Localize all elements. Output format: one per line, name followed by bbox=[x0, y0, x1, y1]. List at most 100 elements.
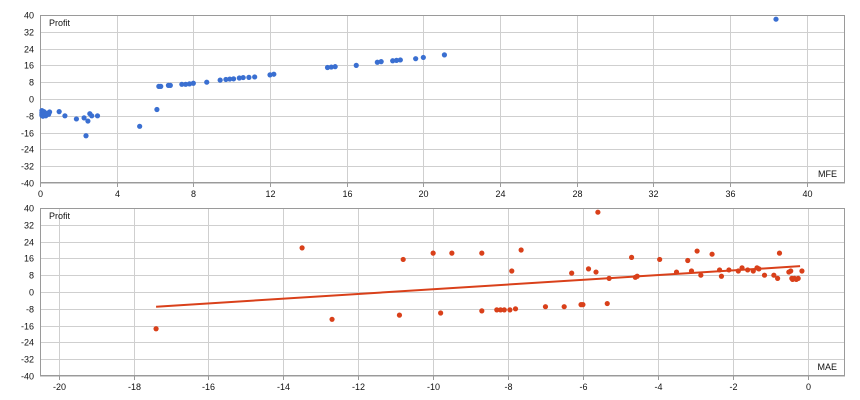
mae-data-point bbox=[750, 268, 756, 274]
mae-x-tick-label: -12 bbox=[352, 382, 365, 392]
mae-data-point bbox=[494, 307, 500, 313]
mae-y-tick-label: 24 bbox=[24, 238, 34, 248]
mfe-y-tick-label: -24 bbox=[21, 145, 34, 155]
mfe-data-point bbox=[413, 56, 419, 62]
mfe-x-tick-label: 8 bbox=[191, 189, 196, 199]
mfe-data-point bbox=[217, 77, 223, 83]
mae-x-tick-label: -14 bbox=[277, 382, 290, 392]
mae-x-axis-title: MAE bbox=[817, 362, 837, 372]
mae-data-point bbox=[449, 250, 455, 256]
mfe-data-point bbox=[324, 64, 331, 71]
mfe-y-tick-label: -40 bbox=[21, 179, 34, 189]
mae-data-point bbox=[709, 251, 715, 257]
mae-data-point bbox=[542, 304, 549, 310]
mae-data-point bbox=[795, 275, 801, 281]
mfe-data-point bbox=[81, 115, 87, 121]
mfe-data-point bbox=[186, 81, 193, 87]
mfe-data-point bbox=[328, 64, 334, 70]
mae-y-tick-label: 32 bbox=[24, 221, 34, 231]
mfe-data-point bbox=[773, 16, 779, 22]
mfe-data-point bbox=[236, 75, 242, 81]
mfe-data-point bbox=[154, 106, 160, 113]
mfe-x-tick-label: 36 bbox=[725, 189, 735, 199]
mfe-x-tick-label: 0 bbox=[38, 189, 43, 199]
mae-plot-frame bbox=[40, 208, 845, 376]
mae-data-point bbox=[585, 266, 592, 272]
mfe-data-point bbox=[390, 58, 396, 64]
mae-y-tick-label: -24 bbox=[21, 338, 34, 348]
mfe-y-tick-label: 40 bbox=[24, 11, 34, 21]
mfe-data-point bbox=[137, 123, 143, 129]
mae-y-tick-label: 16 bbox=[24, 254, 34, 264]
mae-data-point bbox=[761, 272, 768, 278]
mae-data-point bbox=[497, 307, 504, 313]
mae-data-point bbox=[726, 267, 732, 273]
mfe-chart: 40 32 24 16 8 0 -8 -16 -24 -32 -40 0 4 8 12 16 20 24 28 32 3… bbox=[21, 11, 845, 199]
mae-y-axis-title: Profit bbox=[49, 211, 71, 221]
mfe-data-point bbox=[230, 76, 237, 82]
mae-x-tick-label: -2 bbox=[729, 382, 737, 392]
mae-data-point bbox=[604, 300, 610, 307]
mfe-data-point bbox=[332, 64, 338, 70]
mae-data-point bbox=[593, 269, 599, 275]
mae-y-tick-label: -40 bbox=[21, 372, 34, 382]
mae-data-point bbox=[718, 273, 725, 279]
mae-data-point bbox=[561, 304, 567, 310]
mfe-data-point bbox=[46, 109, 53, 115]
mae-x-tick-label: -18 bbox=[128, 382, 141, 392]
mae-data-point bbox=[606, 275, 612, 281]
mae-data-point bbox=[396, 312, 403, 318]
mfe-data-point bbox=[441, 52, 448, 58]
mae-data-point bbox=[739, 265, 745, 271]
mfe-y-tick-label: -8 bbox=[26, 112, 34, 122]
mae-data-point bbox=[673, 269, 680, 275]
mfe-y-axis-title: Profit bbox=[49, 18, 71, 28]
mae-data-point bbox=[694, 248, 700, 254]
mae-x-tick-label: -10 bbox=[427, 382, 440, 392]
mae-data-point bbox=[685, 257, 691, 264]
mae-data-point bbox=[569, 270, 575, 276]
mae-data-point bbox=[788, 268, 794, 274]
mfe-data-point bbox=[271, 71, 277, 77]
mae-data-point bbox=[628, 254, 635, 260]
mfe-data-point bbox=[89, 113, 95, 119]
mfe-data-point bbox=[158, 83, 164, 89]
mfe-data-point bbox=[252, 74, 258, 80]
mfe-data-point bbox=[353, 62, 359, 68]
mfe-y-tick-label: 32 bbox=[24, 28, 34, 38]
mfe-data-point bbox=[378, 59, 384, 65]
mfe-data-point bbox=[190, 80, 196, 86]
mae-data-point bbox=[509, 268, 515, 274]
mae-data-point bbox=[299, 245, 305, 251]
mae-data-point bbox=[698, 272, 704, 278]
mfe-data-point bbox=[420, 54, 426, 61]
mae-x-tick-label: -4 bbox=[654, 382, 662, 392]
mae-data-point bbox=[580, 302, 586, 308]
mae-data-point bbox=[745, 267, 751, 273]
mfe-data-point bbox=[56, 109, 62, 115]
mae-data-point bbox=[775, 275, 781, 281]
mae-y-tick-label: 40 bbox=[24, 204, 34, 214]
mfe-y-tick-label: 16 bbox=[24, 61, 34, 71]
mae-data-point bbox=[438, 310, 444, 316]
mae-data-point bbox=[479, 250, 485, 256]
mae-data-point bbox=[518, 247, 524, 253]
mae-y-tick-label: -16 bbox=[21, 322, 34, 332]
mfe-data-point bbox=[223, 76, 229, 83]
mae-data-point bbox=[501, 307, 507, 313]
mae-data-point bbox=[430, 250, 436, 256]
mfe-data-point bbox=[397, 57, 403, 63]
mae-data-point bbox=[595, 209, 601, 215]
mae-x-tick-label: 0 bbox=[806, 382, 811, 392]
mfe-data-point bbox=[167, 82, 173, 88]
mfe-y-tick-label: -16 bbox=[21, 129, 34, 139]
mfe-y-tick-label: 8 bbox=[29, 78, 34, 88]
mfe-data-point bbox=[393, 57, 400, 63]
mfe-data-point bbox=[246, 74, 252, 80]
mfe-x-tick-label: 28 bbox=[572, 189, 582, 199]
mfe-data-point bbox=[374, 59, 380, 65]
mae-data-point bbox=[507, 307, 513, 313]
mae-data-point bbox=[657, 256, 663, 263]
